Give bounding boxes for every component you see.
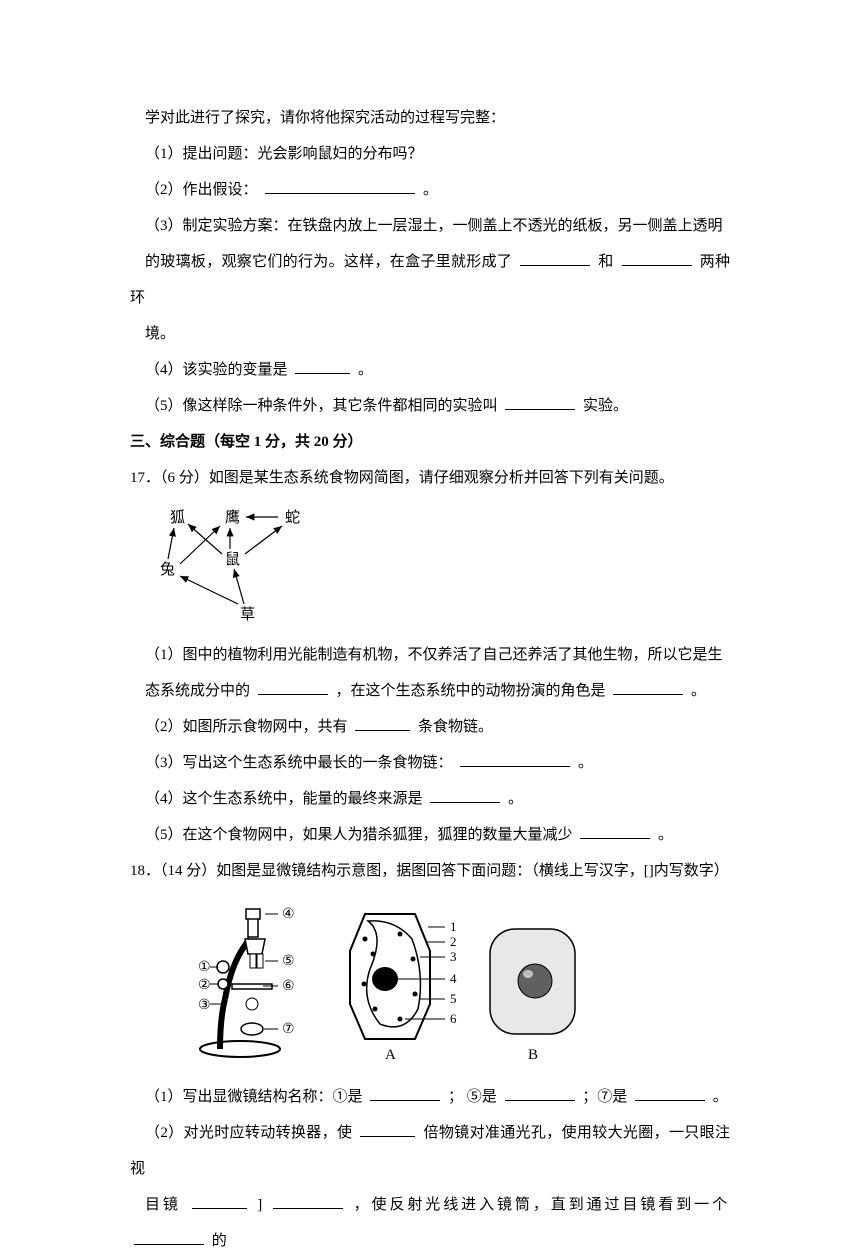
q16-step2-post: 。 [423,182,438,198]
q17-s3-pre: （3）写出这个生态系统中最长的一条食物链： [145,755,453,771]
blank-fill [635,1083,705,1101]
q17-s5: （5）在这个食物网中，如果人为猎杀狐狸，狐狸的数量大量减少 。 [130,817,730,853]
blank-fill [134,1227,204,1245]
blank-fill [370,1083,440,1101]
blank-fill [505,1083,575,1101]
arrow-grass-mouse [234,569,244,604]
q17-s4-post: 。 [508,791,523,807]
q17-s1b-mid: ，在这个生态系统中的动物扮演的角色是 [336,683,610,699]
q17-prompt: 17．（6 分）如图是某生态系统食物网简图，请仔细观察分析并回答下列有关问题。 [130,460,730,496]
q17-s3-post: 。 [578,755,593,771]
q18-s1-pre: （1）写出显微镜结构名称：①是 [145,1089,366,1105]
q16-step4-post: 。 [358,362,373,378]
node-mouse: 鼠 [225,551,240,568]
cell-label-6: 6 [450,1011,457,1026]
node-fox: 狐 [170,509,185,526]
blank-fill [580,821,650,839]
intro-text: 学对此进行了探究，请你将他探究活动的过程写完整： [130,100,730,136]
cell-label-2: 2 [450,934,457,949]
q18-s1-post: 。 [713,1089,728,1105]
blank-fill [295,356,350,374]
q18-s1-mid2: ；⑦是 [582,1089,631,1105]
q17-s4-pre: （4）这个生态系统中，能量的最终来源是 [145,791,426,807]
plant-cell-icon [350,914,445,1039]
blank-fill [355,713,410,731]
q17-s1b: 态系统成分中的 ，在这个生态系统中的动物扮演的角色是 。 [130,673,730,709]
q17-s1b-pre: 态系统成分中的 [145,683,254,699]
cell-label-1: 1 [450,919,457,934]
blank-fill [430,785,500,803]
label-6: ⑥ [282,979,295,994]
q16-step3-line2: 的玻璃板，观察它们的行为。这样，在盒子里就形成了 和 两种环 [130,244,730,316]
q16-step5-post: 实验。 [583,398,628,414]
q16-step5: （5）像这样除一种条件外，其它条件都相同的实验叫 实验。 [130,388,730,424]
node-eagle: 鹰 [225,509,240,526]
blank-fill [273,1191,343,1209]
foodweb-diagram: 狐 鹰 蛇 兔 鼠 草 [150,504,330,629]
cell-label-4: 4 [450,971,457,986]
blank-fill [520,248,590,266]
q17-s5-pre: （5）在这个食物网中，如果人为猎杀狐狸，狐狸的数量大量减少 [145,827,573,843]
section3-title: 三、综合题（每空 1 分，共 20 分） [130,424,730,460]
q16-step2-pre: （2）作出假设： [145,182,258,198]
microscope-icon [200,909,280,1057]
q16-step1: （1）提出问题：光会影响鼠妇的分布吗？ [130,136,730,172]
q18-s2-pre: （2）对光时应转动转换器，使 [145,1125,356,1141]
arrow-rabbit-fox [168,528,174,559]
arrow-grass-rabbit [180,576,238,604]
cell-label-3: 3 [450,949,457,964]
blank-fill [265,176,415,194]
q17-s2-pre: （2）如图所示食物网中，共有 [145,719,351,735]
q16-step3-line3: 境。 [130,316,730,352]
q18-s1: （1）写出显微镜结构名称：①是 ； ⑤是 ；⑦是 。 [130,1079,730,1115]
q17-s2: （2）如图所示食物网中，共有 条食物链。 [130,709,730,745]
q18-s2b: 目镜 ] ，使反射光线进入镜筒，直到通过目镜看到一个 的 [130,1187,730,1259]
animal-cell-icon [490,929,575,1034]
blank-fill [622,248,692,266]
blank-fill [613,677,683,695]
q18-prompt: 18．（14 分）如图是显微镜结构示意图，据图回答下面问题：（横线上写汉字，[]… [130,853,730,889]
label-1: ① [198,960,211,975]
arrow-rabbit-eagle [180,526,220,564]
q17-s2-post: 条食物链。 [418,719,493,735]
q18-s2b-bracket: ] [257,1197,262,1213]
q18-s1-mid1: ； ⑤是 [448,1089,501,1105]
cell-label-5: 5 [450,991,457,1006]
blank-fill [258,677,328,695]
q16-step4: （4）该实验的变量是 。 [130,352,730,388]
sublabel-a: A [385,1047,396,1063]
q16-step3-line1: （3）制定实验方案：在铁盘内放上一层湿土，一侧盖上不透光的纸板，另一侧盖上透明 [130,208,730,244]
blank-fill [505,392,575,410]
q18-s2: （2）对光时应转动转换器，使 倍物镜对准通光孔，使用较大光圈，一只眼注视 [130,1115,730,1187]
node-snake: 蛇 [285,509,300,526]
q16-step5-pre: （5）像这样除一种条件外，其它条件都相同的实验叫 [145,398,501,414]
label-7: ⑦ [282,1022,295,1037]
q16-step3a: 的玻璃板，观察它们的行为。这样，在盒子里就形成了 [145,254,516,270]
q17-s1a: （1）图中的植物利用光能制造有机物，不仅养活了自己还养活了其他生物，所以它是生 [130,637,730,673]
q18-s2b-post: 的 [212,1233,227,1249]
sublabel-b: B [528,1047,538,1063]
q17-s1b-post: 。 [691,683,706,699]
node-grass: 草 [240,606,255,623]
q18-s2b-pre: 目镜 [145,1197,181,1213]
blank-fill [192,1191,247,1209]
q16-step4-pre: （4）该实验的变量是 [145,362,291,378]
label-5: ⑤ [282,954,295,969]
label-2: ② [198,978,211,993]
q18-s2b-mid: ，使反射光线进入镜筒，直到通过目镜看到一个 [354,1197,730,1213]
q17-s4: （4）这个生态系统中，能量的最终来源是 。 [130,781,730,817]
q16-step3b: 和 [598,254,617,270]
node-rabbit: 兔 [160,561,175,578]
blank-fill [360,1119,415,1137]
microscope-cell-diagram: ① ② ③ ④ ⑤ ⑥ ⑦ 1 2 3 4 [170,899,590,1069]
label-3: ③ [198,998,211,1013]
q17-s3: （3）写出这个生态系统中最长的一条食物链： 。 [130,745,730,781]
blank-fill [460,749,570,767]
q16-step2: （2）作出假设： 。 [130,172,730,208]
label-4: ④ [282,907,295,922]
q17-s5-post: 。 [658,827,673,843]
arrow-mouse-snake [245,526,282,554]
